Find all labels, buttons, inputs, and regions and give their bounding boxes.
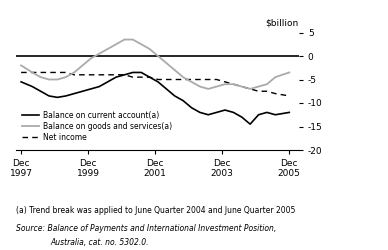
Text: Source: Balance of Payments and International Investment Position,: Source: Balance of Payments and Internat…: [16, 224, 276, 233]
Legend: Balance on current account(a), Balance on goods and services(a), Net income: Balance on current account(a), Balance o…: [19, 108, 175, 145]
Text: (a) Trend break was applied to June Quarter 2004 and June Quarter 2005: (a) Trend break was applied to June Quar…: [16, 206, 295, 215]
Text: $billion: $billion: [265, 19, 299, 28]
Text: Australia, cat. no. 5302.0.: Australia, cat. no. 5302.0.: [50, 238, 149, 247]
